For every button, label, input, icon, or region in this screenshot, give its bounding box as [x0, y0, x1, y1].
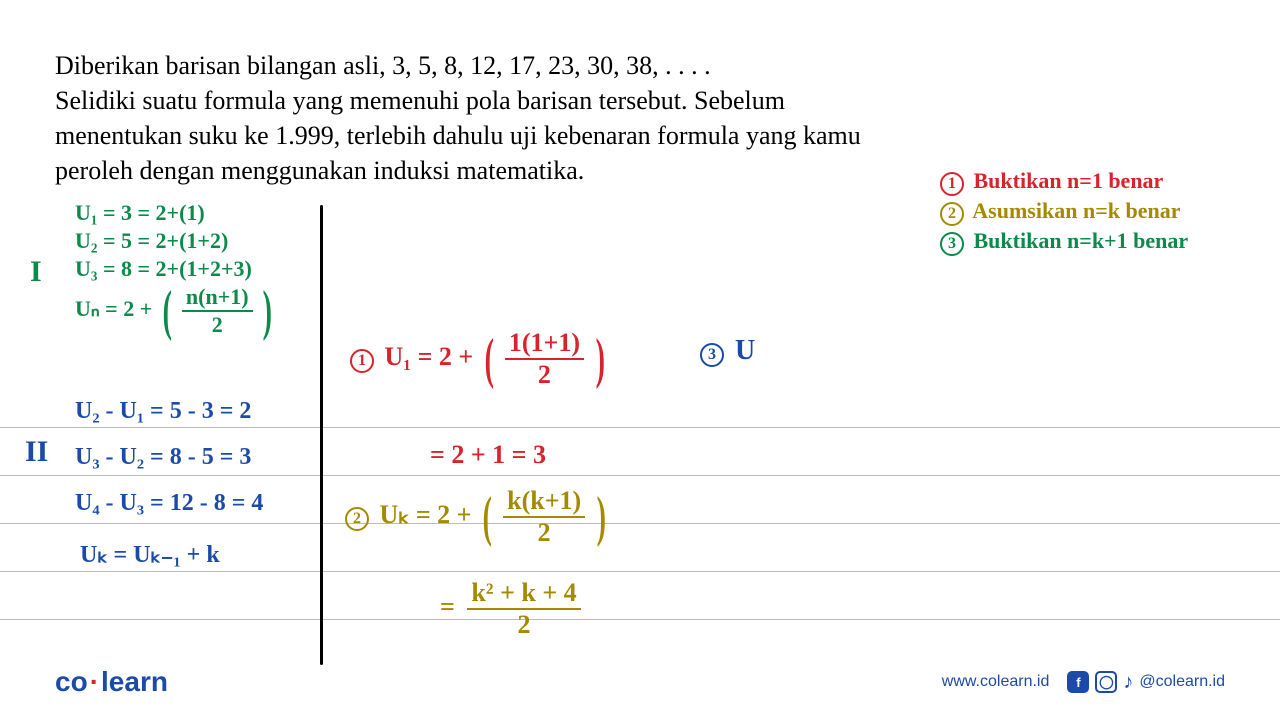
- logo-part-b: learn: [101, 666, 168, 697]
- logo: co·learn: [55, 666, 168, 698]
- footer-url: www.colearn.id: [942, 673, 1050, 691]
- problem-line-3: menentukan suku ke 1.999, terlebih dahul…: [55, 118, 975, 153]
- proof2-eq: =: [440, 592, 455, 621]
- proof1-prefix: U₁ = 2 +: [385, 342, 480, 371]
- proof3: 3 U: [700, 335, 755, 367]
- instagram-icon: ◯: [1095, 671, 1117, 693]
- workI-l4-num: n(n+1): [182, 286, 253, 312]
- step-3: 3 Buktikan n=k+1 benar: [940, 228, 1188, 256]
- proof1-frac-num: 1(1+1): [505, 330, 584, 360]
- social-icons: f ◯ ♪ @colearn.id: [1067, 671, 1225, 694]
- problem-line-4: peroleh dengan menggunakan induksi matem…: [55, 153, 975, 188]
- proof2-prefix: Uₖ = 2 +: [380, 500, 478, 529]
- workII-l3: U₄ - U₃ = 12 - 8 = 4: [75, 490, 263, 517]
- problem-line-1: Diberikan barisan bilangan asli, 3, 5, 8…: [55, 48, 975, 83]
- step-3-num: 3: [940, 232, 964, 256]
- proof2-num: 2: [345, 507, 369, 531]
- step-2-num: 2: [940, 202, 964, 226]
- step-1-num: 1: [940, 172, 964, 196]
- marker-I: I: [30, 255, 42, 289]
- workII-l4: Uₖ = Uₖ₋₁ + k: [80, 540, 220, 569]
- workI-l1: U₁ = 3 = 2+(1): [75, 200, 205, 226]
- workI-l4-den: 2: [182, 312, 253, 336]
- step-1-text: Buktikan n=1 benar: [974, 168, 1164, 193]
- proof2-result: = k² + k + 4 2: [440, 580, 581, 638]
- marker-II: II: [25, 435, 48, 469]
- workII-l1: U₂ - U₁ = 5 - 3 = 2: [75, 398, 251, 425]
- facebook-icon: f: [1067, 671, 1089, 693]
- logo-part-a: co: [55, 666, 88, 697]
- proof2-result-num: k² + k + 4: [467, 580, 580, 610]
- footer-right: www.colearn.id f ◯ ♪ @colearn.id: [942, 671, 1225, 694]
- step-3-text: Buktikan n=k+1 benar: [974, 228, 1189, 253]
- proof2-frac-den: 2: [503, 518, 585, 546]
- vertical-divider: [320, 205, 323, 665]
- proof3-text: U: [735, 335, 755, 366]
- workI-l3: U₃ = 8 = 2+(1+2+3): [75, 256, 252, 282]
- step-2: 2 Asumsikan n=k benar: [940, 198, 1180, 226]
- proof1-result: = 2 + 1 = 3: [430, 440, 546, 470]
- proof2: 2 Uₖ = 2 + ( k(k+1) 2 ): [345, 488, 610, 546]
- proof1: 1 U₁ = 2 + ( 1(1+1) 2 ): [350, 330, 609, 388]
- workI-l2: U₂ = 5 = 2+(1+2): [75, 228, 228, 254]
- proof1-num: 1: [350, 349, 374, 373]
- step-1: 1 Buktikan n=1 benar: [940, 168, 1163, 196]
- footer-handle: @colearn.id: [1139, 673, 1225, 691]
- step-2-text: Asumsikan n=k benar: [972, 198, 1180, 223]
- problem-line-2: Selidiki suatu formula yang memenuhi pol…: [55, 83, 975, 118]
- workII-l2: U₃ - U₂ = 8 - 5 = 3: [75, 444, 251, 471]
- tiktok-icon: ♪: [1123, 671, 1133, 694]
- proof2-frac-num: k(k+1): [503, 488, 585, 518]
- footer: co·learn www.colearn.id f ◯ ♪ @colearn.i…: [55, 666, 1225, 698]
- proof2-result-den: 2: [467, 610, 580, 638]
- workI-l4-prefix: Uₙ = 2 +: [75, 296, 158, 321]
- workI-l4: Uₙ = 2 + ( n(n+1) 2 ): [75, 286, 277, 336]
- proof1-frac-den: 2: [505, 360, 584, 388]
- logo-separator: ·: [90, 666, 99, 697]
- problem-text: Diberikan barisan bilangan asli, 3, 5, 8…: [55, 48, 975, 188]
- proof3-num: 3: [700, 343, 724, 367]
